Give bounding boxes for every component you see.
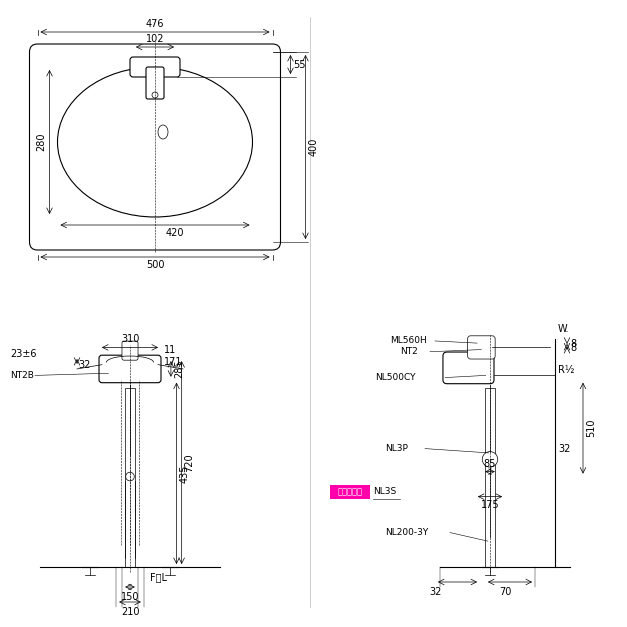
Text: NL3P: NL3P bbox=[385, 444, 408, 453]
Ellipse shape bbox=[58, 67, 253, 217]
FancyBboxPatch shape bbox=[99, 355, 161, 382]
Text: NL500CY: NL500CY bbox=[375, 373, 416, 382]
FancyBboxPatch shape bbox=[330, 485, 370, 498]
Text: 510: 510 bbox=[586, 419, 596, 438]
Text: 171: 171 bbox=[164, 357, 182, 367]
Text: 55: 55 bbox=[293, 60, 306, 70]
Text: 70: 70 bbox=[499, 587, 511, 597]
FancyBboxPatch shape bbox=[130, 57, 180, 77]
Circle shape bbox=[152, 92, 158, 98]
Text: 435: 435 bbox=[179, 464, 189, 483]
Text: ML560H: ML560H bbox=[390, 337, 427, 345]
Text: NT2B: NT2B bbox=[10, 371, 34, 380]
Bar bbox=[485, 388, 495, 567]
Text: オプション: オプション bbox=[337, 487, 362, 496]
Ellipse shape bbox=[158, 125, 168, 139]
FancyBboxPatch shape bbox=[29, 44, 280, 250]
Text: NL3S: NL3S bbox=[373, 487, 396, 496]
Text: 310: 310 bbox=[121, 334, 139, 344]
Text: 420: 420 bbox=[166, 228, 184, 238]
Text: 32: 32 bbox=[558, 443, 571, 453]
Text: 400: 400 bbox=[308, 138, 319, 156]
Text: NT2: NT2 bbox=[400, 347, 418, 356]
Text: 11: 11 bbox=[164, 345, 176, 356]
Text: 32: 32 bbox=[429, 587, 441, 597]
Text: 150: 150 bbox=[121, 592, 139, 602]
Text: 500: 500 bbox=[145, 260, 164, 270]
Text: 175: 175 bbox=[481, 500, 499, 510]
FancyBboxPatch shape bbox=[468, 336, 495, 359]
Text: 210: 210 bbox=[121, 607, 139, 617]
FancyBboxPatch shape bbox=[122, 341, 138, 360]
Text: 23±6: 23±6 bbox=[10, 349, 36, 359]
Text: 8: 8 bbox=[570, 343, 576, 353]
Text: 720: 720 bbox=[185, 453, 194, 472]
Text: W.: W. bbox=[558, 324, 569, 334]
Text: 285: 285 bbox=[174, 360, 184, 378]
Text: 476: 476 bbox=[145, 19, 164, 29]
Text: F．L: F．L bbox=[150, 572, 167, 582]
Text: 102: 102 bbox=[145, 34, 164, 44]
Ellipse shape bbox=[125, 472, 134, 481]
FancyBboxPatch shape bbox=[443, 352, 494, 384]
Text: R½: R½ bbox=[558, 366, 574, 376]
FancyBboxPatch shape bbox=[146, 67, 164, 99]
Text: NL200-3Y: NL200-3Y bbox=[385, 528, 428, 537]
Circle shape bbox=[482, 451, 498, 467]
Text: 85: 85 bbox=[484, 459, 496, 468]
Text: 8: 8 bbox=[570, 339, 576, 349]
Bar bbox=[125, 388, 135, 567]
Text: 32: 32 bbox=[78, 360, 90, 370]
Text: 280: 280 bbox=[36, 133, 46, 151]
